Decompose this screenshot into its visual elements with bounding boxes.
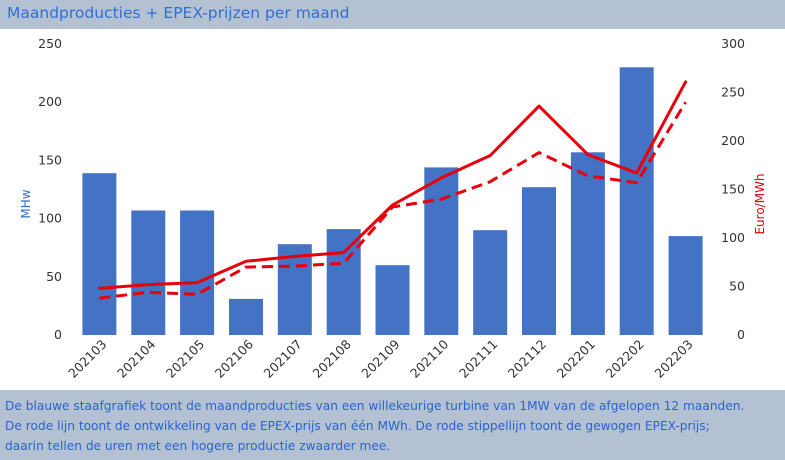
bar-202201 <box>570 152 605 335</box>
y-left-tick-label: 150 <box>38 152 62 167</box>
bar-202202 <box>619 67 654 336</box>
caption-line-1: De blauwe staafgrafiek toont de maandpro… <box>5 399 745 413</box>
right-axis-ticks: 0 50 100 150 200 250 300 <box>721 36 745 342</box>
chart-area: 0 50 100 150 200 250 0 50 100 150 200 250 300 20210… <box>0 29 785 390</box>
bar-202110 <box>424 167 459 335</box>
bar-202203 <box>668 236 703 335</box>
x-tick-label: 202106 <box>212 336 256 380</box>
y-left-tick-label: 0 <box>54 327 62 342</box>
bar-202105 <box>180 210 215 335</box>
y-right-tick-label: 200 <box>721 133 745 148</box>
combo-chart: 0 50 100 150 200 250 0 50 100 150 200 250 300 20210… <box>19 36 767 381</box>
price-line <box>97 80 688 290</box>
y-axis-left-label: MHw <box>19 189 33 218</box>
y-right-tick-label: 250 <box>721 85 745 100</box>
bar-202108 <box>326 229 361 335</box>
y-right-tick-label: 150 <box>721 182 745 197</box>
x-tick-label: 202111 <box>456 337 500 381</box>
y-right-tick-label: 300 <box>721 36 745 51</box>
y-right-tick-label: 100 <box>721 230 745 245</box>
y-axis-right-label: Euro/MWh <box>753 173 767 234</box>
caption-line-2: De rode lijn toont de ontwikkeling van d… <box>5 419 710 433</box>
x-tick-label: 202201 <box>554 337 598 381</box>
left-axis-ticks: 0 50 100 150 200 250 <box>38 36 62 342</box>
bar-202103 <box>82 173 117 335</box>
bar-202107 <box>277 244 312 335</box>
y-left-tick-label: 200 <box>38 94 62 109</box>
bar-202112 <box>522 187 556 335</box>
bar-series <box>82 67 703 336</box>
chart-header: Maandproducties + EPEX-prijzen per maand <box>0 0 785 29</box>
weighted-price-line <box>99 101 687 300</box>
caption-line-3: daarin tellen de uren met een hogere pro… <box>5 439 391 453</box>
x-tick-label: 202110 <box>407 336 451 380</box>
x-tick-label: 202107 <box>261 337 305 381</box>
chart-caption: De blauwe staafgrafiek toont de maandpro… <box>0 390 785 460</box>
y-right-tick-label: 0 <box>737 327 745 342</box>
x-tick-label: 202105 <box>163 337 207 381</box>
x-tick-label: 202104 <box>114 336 158 380</box>
y-left-tick-label: 100 <box>38 211 62 226</box>
chart-title: Maandproducties + EPEX-prijzen per maand <box>7 4 350 22</box>
x-tick-label: 202103 <box>65 337 109 381</box>
bar-202111 <box>473 230 508 335</box>
x-axis-ticks: 202103 202104 202105 202106 202107 202108 2021… <box>65 336 696 380</box>
x-tick-label: 202202 <box>602 337 646 381</box>
bar-202109 <box>375 265 410 335</box>
y-left-tick-label: 250 <box>38 36 62 51</box>
line-series <box>97 80 688 300</box>
bar-202106 <box>229 298 263 335</box>
x-tick-label: 202203 <box>651 337 695 381</box>
y-right-tick-label: 50 <box>729 279 745 294</box>
bar-202104 <box>131 210 166 335</box>
x-tick-label: 202108 <box>309 336 353 380</box>
x-tick-label: 202112 <box>505 337 549 381</box>
y-left-tick-label: 50 <box>46 269 62 284</box>
x-tick-label: 202109 <box>358 336 402 380</box>
